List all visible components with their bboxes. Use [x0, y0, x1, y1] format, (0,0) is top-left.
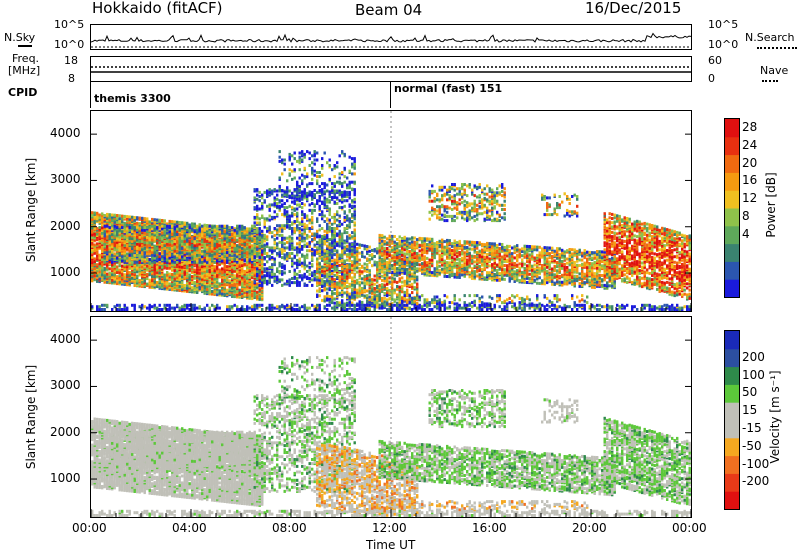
power-colorbar-tick-2: 20 [742, 156, 758, 170]
cpid-row: themis 3300 normal (fast) 151 [90, 82, 692, 108]
velocity-ytick-label-2000: 2000 [50, 425, 81, 439]
velocity-colorbar-color-6 [725, 384, 739, 403]
power-colorbar-tick-4: 12 [742, 191, 758, 205]
beam-title: Beam 04 [355, 1, 423, 19]
power-colorbar-color-1 [725, 261, 739, 280]
power-heatmap [90, 111, 692, 311]
velocity-cells [91, 356, 691, 517]
velocity-ytick-label-3000: 3000 [50, 378, 81, 392]
cpid-label: CPID [8, 86, 38, 99]
power-colorbar-color-4 [725, 208, 739, 227]
velocity-colorbar-tick-7: -200 [742, 474, 770, 488]
velocity-colorbar-color-9 [725, 331, 739, 350]
nave-label: Nave [760, 64, 789, 77]
velocity-colorbar-tick-1: 100 [742, 368, 765, 382]
velocity-colorbar-color-2 [725, 455, 739, 474]
power-colorbar-color-0 [725, 279, 739, 298]
noise-right-tick-bottom: 10^0 [708, 38, 739, 51]
velocity-colorbar-color-4 [725, 420, 739, 439]
power-ylabel: Slant Range [km] [24, 157, 38, 263]
power-colorbar-tick-3: 16 [742, 173, 758, 187]
velocity-colorbar-color-0 [725, 491, 739, 510]
power-colorbar-color-9 [725, 119, 739, 138]
date-title: 16/Dec/2015 [585, 0, 682, 17]
noise-sky-legend-line [18, 45, 32, 47]
cpid-segment-1-label: themis 3300 [94, 92, 171, 105]
x-tick-label-6: 00:00 [672, 521, 707, 535]
freq-panel [90, 56, 692, 82]
velocity-colorbar-color-5 [725, 402, 739, 421]
power-colorbar-tick-1: 24 [742, 138, 758, 152]
noise-sky-line [90, 32, 692, 43]
freq-label: Freq. [12, 52, 40, 65]
velocity-colorbar-label: Velocity [m s⁻¹] [768, 370, 782, 464]
freq-left-tick-bottom: 8 [68, 72, 75, 85]
velocity-colorbar-tick-0: 200 [742, 350, 765, 364]
x-tick-label-0: 00:00 [72, 521, 107, 535]
noise-right-tick-top: 10^5 [708, 18, 739, 31]
velocity-colorbar-tick-2: 50 [742, 385, 758, 399]
power-colorbar-color-3 [725, 225, 739, 245]
noise-left-tick-top: 10^5 [54, 18, 85, 31]
velocity-ylabel: Slant Range [km] [24, 364, 38, 470]
noise-trace [90, 32, 692, 48]
power-colorbar-color-7 [725, 154, 739, 173]
velocity-colorbar-tick-3: 15 [742, 403, 758, 417]
noise-search-legend-line [757, 47, 797, 49]
power-colorbar-tick-5: 8 [742, 209, 750, 223]
x-tick-label-3: 12:00 [372, 521, 407, 535]
x-tick-label-1: 04:00 [172, 521, 207, 535]
velocity-colorbar-tick-4: -15 [742, 421, 762, 435]
power-ytick-label-4000: 4000 [50, 126, 81, 140]
nave-legend-line [762, 80, 778, 82]
power-panel [90, 110, 692, 312]
nave-right-tick-bottom: 0 [708, 72, 715, 85]
noise-search-label: N.Search [745, 31, 795, 44]
cpid-start-divider [90, 82, 91, 108]
velocity-colorbar-tick-5: -50 [742, 439, 762, 453]
velocity-colorbar-color-7 [725, 366, 739, 385]
cpid-segment-2-label: normal (fast) 151 [394, 82, 503, 95]
x-axis-label: Time UT [366, 538, 416, 552]
site-title: Hokkaido (fitACF) [92, 0, 223, 17]
velocity-panel [90, 316, 692, 518]
velocity-colorbar-color-8 [725, 348, 739, 368]
nave-right-tick-top: 60 [708, 54, 722, 67]
velocity-colorbar-color-3 [725, 437, 739, 457]
velocity-ytick-label-4000: 4000 [50, 332, 81, 346]
freq-left-tick-top: 18 [64, 54, 78, 67]
x-tick-label-4: 16:00 [472, 521, 507, 535]
velocity-heatmap [90, 317, 692, 517]
freq-trace [91, 66, 691, 73]
power-colorbar [724, 118, 740, 298]
noise-sky-label: N.Sky [4, 31, 36, 44]
x-tick-label-5: 20:00 [572, 521, 607, 535]
velocity-ytick-label-1000: 1000 [50, 471, 81, 485]
cpid-segment-divider [390, 82, 391, 108]
noise-left-tick-bottom: 10^0 [54, 38, 85, 51]
velocity-colorbar-color-1 [725, 473, 739, 492]
x-tick-label-2: 08:00 [272, 521, 307, 535]
power-ytick-label-2000: 2000 [50, 219, 81, 233]
power-colorbar-color-2 [725, 243, 739, 262]
power-ytick-label-1000: 1000 [50, 265, 81, 279]
noise-panel [90, 24, 692, 50]
velocity-colorbar-tick-6: -100 [742, 457, 770, 471]
velocity-colorbar [724, 330, 740, 510]
power-colorbar-color-5 [725, 190, 739, 209]
power-colorbar-tick-0: 28 [742, 120, 758, 134]
power-colorbar-tick-6: 4 [742, 227, 750, 241]
power-colorbar-color-8 [725, 136, 739, 156]
freq-unit-label: [MHz] [8, 64, 41, 77]
power-colorbar-label: Power [dB] [764, 172, 778, 238]
power-ytick-label-3000: 3000 [50, 172, 81, 186]
power-colorbar-color-6 [725, 172, 739, 191]
power-cells [91, 150, 691, 311]
